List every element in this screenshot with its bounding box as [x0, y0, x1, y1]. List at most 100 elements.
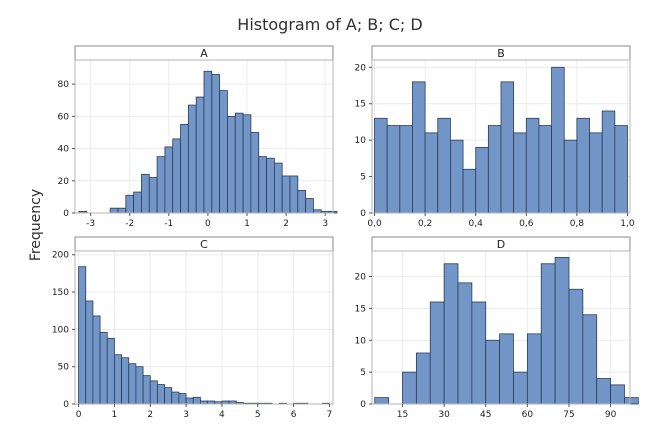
y-tick-label: 40 — [58, 145, 70, 155]
histogram-bar — [135, 366, 144, 405]
histogram-bar — [487, 125, 502, 214]
histogram-bar — [242, 114, 252, 214]
y-tick-label: 0 — [63, 400, 69, 410]
x-tick-label: 0,8 — [570, 219, 585, 229]
histogram-bar — [563, 139, 578, 214]
y-tick-label: 15 — [355, 100, 366, 110]
y-tick-label: 15 — [355, 304, 366, 314]
y-tick-label: 150 — [52, 288, 69, 298]
histogram-bar — [195, 96, 205, 214]
histogram-bar — [429, 301, 445, 405]
histogram-bar — [211, 74, 221, 214]
histogram-bar — [156, 156, 166, 214]
y-tick-label: 80 — [58, 80, 70, 90]
plot-frame — [371, 250, 631, 405]
histogram-bar — [513, 371, 528, 405]
x-tick-label: 2 — [147, 410, 153, 420]
histogram-bar — [415, 352, 431, 405]
histogram-bar — [513, 132, 527, 214]
histogram-bar — [99, 331, 108, 405]
x-tick-label: 0 — [205, 219, 211, 229]
y-tick-label: 60 — [58, 112, 70, 122]
x-tick-label: 6 — [291, 410, 297, 420]
histogram-bar — [471, 301, 487, 405]
histogram-bar — [443, 263, 459, 405]
histogram-bar — [538, 125, 552, 214]
panel-a: A 0 20 40 60 80 -3 -2 -1 0 1 2 3 — [58, 45, 338, 229]
histogram-bar — [234, 112, 244, 214]
histogram-bar — [457, 282, 473, 405]
panel-d: D 0 5 10 15 20 15 30 45 60 75 90 — [355, 236, 639, 420]
y-tick-label: 10 — [355, 136, 367, 146]
histogram-bar — [133, 191, 142, 214]
histogram-bar — [171, 391, 180, 405]
y-tick-label: 0 — [360, 400, 366, 410]
y-tick-label: 0 — [63, 209, 69, 219]
histogram-bar — [109, 207, 119, 214]
histogram-bar — [149, 380, 158, 405]
histogram-bar — [402, 371, 417, 405]
histogram-bar — [192, 396, 201, 405]
x-tick-label: 75 — [563, 410, 574, 420]
x-tick-label: 15 — [397, 410, 408, 420]
histogram-bar — [610, 384, 625, 405]
histogram-bar — [92, 315, 101, 405]
histogram-bar — [525, 117, 540, 214]
histogram-bar — [424, 132, 439, 214]
histogram-bar — [582, 314, 598, 405]
y-tick-label: 50 — [58, 363, 70, 373]
histogram-bar — [128, 363, 137, 405]
histogram-bar — [125, 194, 135, 214]
histogram-bar — [475, 147, 489, 214]
histogram-bar — [273, 162, 283, 214]
x-tick-label: 3 — [183, 410, 189, 420]
histogram-bar — [374, 117, 388, 214]
histogram-bar — [485, 339, 501, 405]
panel-b: B 0 5 10 15 20 0,0 0,2 0,4 0,6 0,8 1,0 — [355, 45, 635, 229]
histogram-bar — [227, 115, 236, 214]
histogram-bar — [374, 397, 390, 405]
y-tick-label: 5 — [360, 368, 366, 378]
x-tick-label: 5 — [255, 410, 261, 420]
x-tick-label: -3 — [86, 219, 95, 229]
histogram-bar — [568, 288, 584, 405]
histogram-bar — [187, 104, 197, 214]
panel-title: D — [497, 238, 505, 251]
x-tick-label: 0,0 — [367, 219, 382, 229]
histogram-bar — [85, 300, 94, 405]
y-tick-label: 20 — [355, 63, 367, 73]
histogram-bar — [551, 66, 565, 214]
y-tick-label: 100 — [52, 325, 69, 335]
histogram-bar — [117, 207, 127, 214]
y-tick-label: 200 — [52, 251, 69, 261]
x-tick-label: 30 — [438, 410, 450, 420]
x-tick-label: 0,2 — [418, 219, 432, 229]
histogram-bar — [297, 190, 307, 214]
histogram-bar — [121, 357, 130, 405]
x-tick-label: 90 — [605, 410, 617, 420]
histogram-bar — [386, 125, 401, 214]
x-tick-label: 7 — [327, 410, 333, 420]
y-tick-label: 20 — [58, 177, 70, 187]
histogram-bar — [164, 387, 173, 405]
histogram-bar — [106, 337, 115, 405]
x-tick-label: 0 — [76, 410, 82, 420]
histogram-bar — [164, 146, 174, 214]
x-tick-label: 3 — [322, 219, 328, 229]
histogram-bar — [526, 333, 542, 405]
y-tick-label: 0 — [360, 209, 366, 219]
x-tick-label: -2 — [125, 219, 134, 229]
x-tick-label: 1 — [112, 410, 118, 420]
panel-title: A — [200, 47, 208, 60]
x-tick-label: 0,6 — [519, 219, 534, 229]
histogram-bar — [499, 333, 514, 405]
histogram-bar — [412, 81, 426, 214]
y-tick-label: 5 — [360, 173, 366, 183]
panel-c: C 0 50 100 150 200 0 1 2 3 4 5 6 7 — [52, 236, 334, 420]
plot-frame — [74, 59, 334, 214]
histogram-bar — [596, 378, 611, 405]
histogram-bar — [554, 256, 570, 405]
histogram-bar — [157, 384, 165, 405]
